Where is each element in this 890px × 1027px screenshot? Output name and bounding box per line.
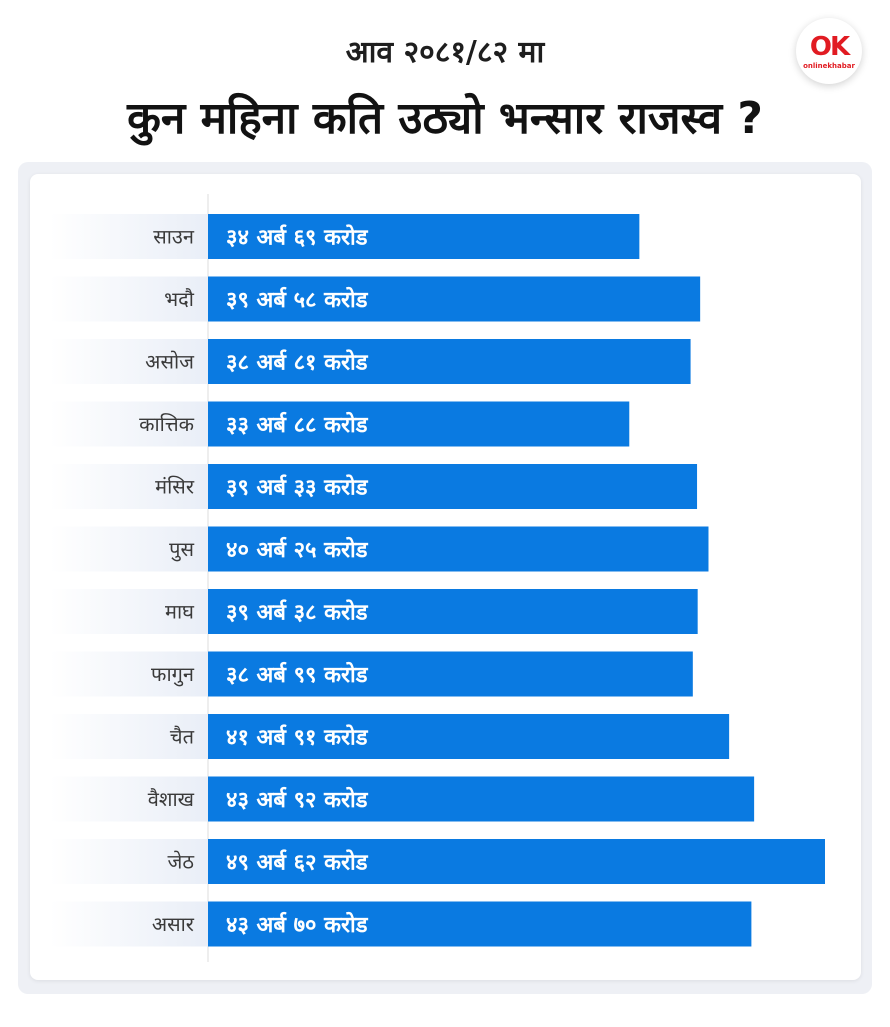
category-label: भदौ: [164, 287, 195, 311]
bar-value-label: ४९ अर्ब ६२ करोड: [226, 849, 369, 876]
category-label: जेठ: [168, 850, 195, 874]
bar: [208, 776, 755, 822]
bar-row: भदौ ३९ अर्ब ५८ करोड: [50, 276, 701, 322]
category-label-bg: [50, 776, 208, 822]
bar-rows: साउन ३४ अर्ब ६९ करोड भदौ ३९ अर्ब ५८ करोड असो…: [50, 214, 825, 947]
category-label: फागुन: [151, 662, 195, 687]
bar-value-label: ४३ अर्ब ७० करोड: [226, 911, 369, 938]
category-label: माघ: [165, 600, 195, 624]
category-label-bg: [50, 526, 208, 572]
bar-row: फागुन ३८ अर्ब ९९ करोड: [50, 651, 693, 697]
bar-row: पुस ४० अर्ब २५ करोड: [50, 526, 709, 572]
bar: [208, 339, 691, 384]
bar: [208, 589, 698, 634]
category-label-bg: [50, 901, 208, 947]
category-label-bg: [50, 839, 208, 884]
category-label: वैशाख: [148, 787, 195, 811]
category-label: असार: [152, 912, 195, 936]
bar-row: जेठ ४९ अर्ब ६२ करोड: [50, 839, 825, 884]
category-label-bg: [50, 589, 208, 634]
bar-row: मंसिर ३९ अर्ब ३३ करोड: [50, 464, 698, 509]
bar-value-label: ३९ अर्ब ३८ करोड: [226, 599, 369, 626]
chart-title: कुन महिना कति उठ्यो भन्सार राजस्व ?: [127, 93, 763, 144]
category-label-bg: [50, 214, 208, 259]
bar: [208, 714, 730, 759]
bar-value-label: ३३ अर्ब ८८ करोड: [226, 411, 369, 438]
bar-row: माघ ३९ अर्ब ३८ करोड: [50, 589, 698, 634]
bar-value-label: ३९ अर्ब ३३ करोड: [226, 474, 369, 501]
bar-row: कात्तिक ३३ अर्ब ८८ करोड: [50, 401, 630, 447]
bar: [208, 214, 640, 259]
category-label-bg: [50, 339, 208, 384]
category-label-bg: [50, 464, 208, 509]
chart-subtitle: आव २०८१/८२ मा: [345, 35, 545, 70]
bar: [208, 401, 630, 447]
logo-wordmark: onlinekhabar: [803, 62, 855, 70]
bar-value-label: ४० अर्ब २५ करोड: [226, 536, 369, 563]
category-label: चैत: [170, 725, 195, 749]
category-label: कात्तिक: [139, 412, 195, 436]
bar-value-label: ३४ अर्ब ६९ करोड: [226, 224, 369, 251]
chart-card: साउन ३४ अर्ब ६९ करोड भदौ ३९ अर्ब ५८ करोड असो…: [30, 174, 861, 980]
category-label: साउन: [153, 225, 195, 249]
bar: [208, 651, 693, 697]
category-label-bg: [50, 714, 208, 759]
category-label: असोज: [145, 350, 195, 374]
bar: [208, 276, 701, 322]
bar-value-label: ४३ अर्ब ९२ करोड: [226, 786, 369, 813]
bar-chart: साउन ३४ अर्ब ६९ करोड भदौ ३९ अर्ब ५८ करोड असो…: [50, 194, 825, 962]
bar-row: वैशाख ४३ अर्ब ९२ करोड: [50, 776, 755, 822]
bar-value-label: ३८ अर्ब ९९ करोड: [226, 661, 369, 688]
bar-value-label: ३९ अर्ब ५८ करोड: [226, 286, 369, 313]
category-label: पुस: [169, 537, 194, 562]
bar: [208, 901, 752, 947]
bar: [208, 839, 825, 884]
category-label-bg: [50, 651, 208, 697]
bar-row: साउन ३४ अर्ब ६९ करोड: [50, 214, 640, 259]
bar-value-label: ४१ अर्ब ९१ करोड: [226, 724, 369, 751]
bar: [208, 526, 709, 572]
bar-row: असार ४३ अर्ब ७० करोड: [50, 901, 752, 947]
bar-row: असोज ३८ अर्ब ८१ करोड: [50, 339, 691, 384]
category-label: मंसिर: [155, 475, 195, 499]
category-label-bg: [50, 401, 208, 447]
onlinekhabar-logo: OK onlinekhabar: [796, 18, 862, 84]
ok-logo-mark: OK: [809, 32, 850, 62]
bar-value-label: ३८ अर्ब ८१ करोड: [226, 349, 369, 376]
bar-row: चैत ४१ अर्ब ९१ करोड: [50, 714, 730, 759]
bar: [208, 464, 698, 509]
category-label-bg: [50, 276, 208, 322]
